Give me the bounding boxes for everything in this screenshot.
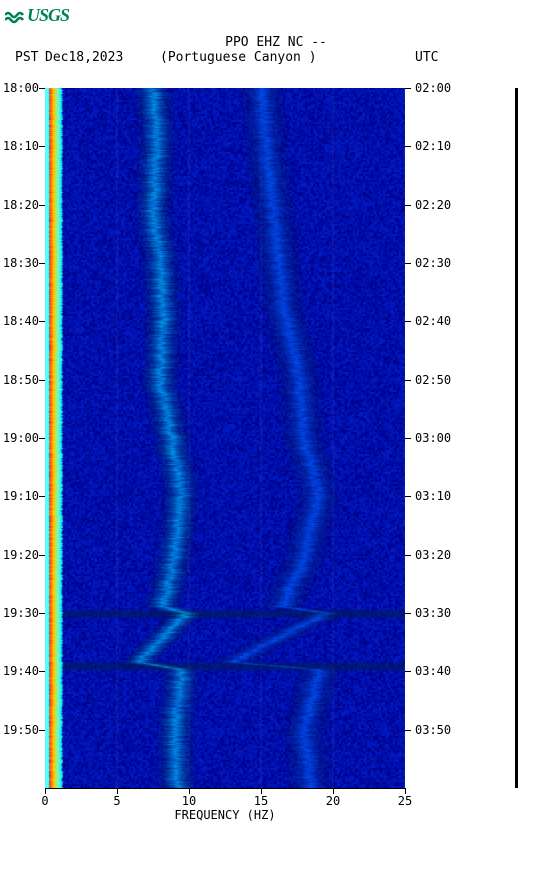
left-tick-label: 18:50 — [3, 373, 39, 387]
wave-icon — [5, 6, 25, 26]
x-tick-label: 20 — [326, 794, 340, 808]
chart-title: PPO EHZ NC -- — [0, 35, 552, 50]
left-tick-label: 19:50 — [3, 723, 39, 737]
left-tick-label: 19:10 — [3, 489, 39, 503]
right-tick-label: 02:00 — [415, 81, 451, 95]
right-tick-label: 02:50 — [415, 373, 451, 387]
left-tick-label: 19:00 — [3, 431, 39, 445]
x-tick-label: 25 — [398, 794, 412, 808]
logo-text: USGS — [27, 5, 69, 26]
left-time-axis: 18:0018:1018:2018:3018:4018:5019:0019:10… — [0, 88, 42, 788]
right-tick-label: 03:10 — [415, 489, 451, 503]
left-tick-label: 18:00 — [3, 81, 39, 95]
left-tick-label: 18:30 — [3, 256, 39, 270]
spectrogram-plot — [45, 88, 405, 788]
left-tick-label: 19:30 — [3, 606, 39, 620]
x-tick-label: 0 — [41, 794, 48, 808]
x-tick-label: 5 — [113, 794, 120, 808]
x-tick-label: 10 — [182, 794, 196, 808]
left-tick-label: 18:20 — [3, 198, 39, 212]
right-tick-label: 03:40 — [415, 664, 451, 678]
location-label: (Portuguese Canyon ) — [160, 50, 317, 65]
pst-label: PST — [15, 50, 38, 65]
right-tick-label: 03:00 — [415, 431, 451, 445]
left-tick-label: 19:40 — [3, 664, 39, 678]
left-tick-marks — [39, 88, 45, 788]
colorbar — [515, 88, 518, 788]
right-tick-label: 02:10 — [415, 139, 451, 153]
x-axis-label: FREQUENCY (HZ) — [45, 808, 405, 822]
x-tick-label: 15 — [254, 794, 268, 808]
left-tick-label: 18:40 — [3, 314, 39, 328]
right-tick-label: 02:40 — [415, 314, 451, 328]
left-tick-label: 19:20 — [3, 548, 39, 562]
right-tick-label: 03:50 — [415, 723, 451, 737]
right-tick-marks — [405, 88, 411, 788]
utc-label: UTC — [415, 50, 438, 65]
left-tick-label: 18:10 — [3, 139, 39, 153]
right-tick-label: 03:30 — [415, 606, 451, 620]
spectrogram-canvas — [45, 88, 405, 788]
right-time-axis: 02:0002:1002:2002:3002:4002:5003:0003:10… — [412, 88, 462, 788]
right-tick-label: 02:30 — [415, 256, 451, 270]
right-tick-label: 02:20 — [415, 198, 451, 212]
right-tick-label: 03:20 — [415, 548, 451, 562]
x-axis-ticks: 0510152025 — [45, 788, 405, 808]
date-label: Dec18,2023 — [45, 50, 123, 65]
usgs-logo: USGS — [5, 5, 69, 26]
